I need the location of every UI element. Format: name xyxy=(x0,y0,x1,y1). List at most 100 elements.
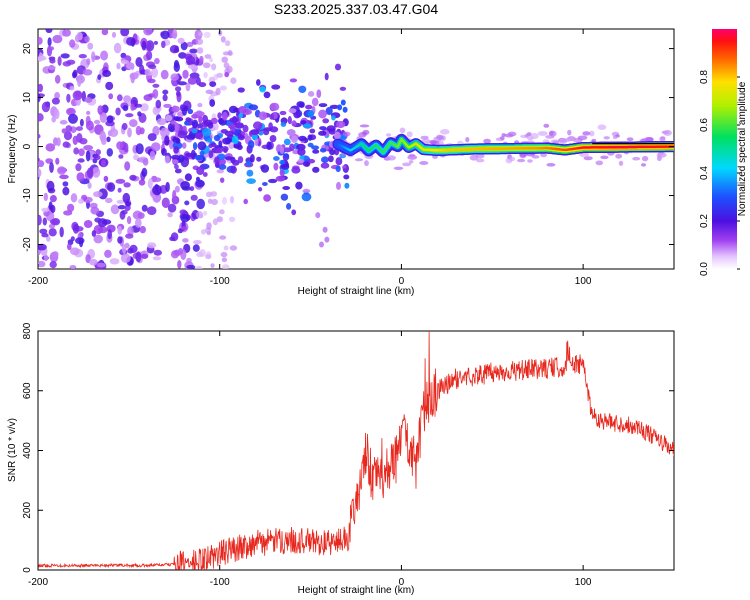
heatmap-blob xyxy=(657,151,665,156)
heatmap-blob xyxy=(164,155,171,164)
heatmap-blob xyxy=(193,240,202,245)
heatmap-blob xyxy=(263,129,270,136)
heatmap-blob xyxy=(51,116,56,123)
snr-y-label: SNR (10 * v/v) xyxy=(7,418,18,482)
heatmap-blob xyxy=(319,126,327,131)
heatmap-blob xyxy=(603,136,610,140)
heatmap-blob xyxy=(408,160,414,164)
heatmap-blob xyxy=(85,120,94,131)
heatmap-blob xyxy=(549,130,554,136)
heatmap-blob xyxy=(279,146,285,154)
heatmap-blob xyxy=(69,247,80,256)
heatmap-blob xyxy=(180,41,188,51)
heatmap-blob xyxy=(305,104,313,110)
heatmap-blob xyxy=(326,125,336,132)
heatmap-blob xyxy=(110,204,120,215)
heatmap-blob xyxy=(213,134,221,142)
heatmap-blob xyxy=(238,106,247,114)
heatmap-blob xyxy=(309,128,316,134)
heatmap-blob xyxy=(173,116,180,122)
heatmap-blob xyxy=(75,237,85,245)
heatmap-blob xyxy=(476,158,485,163)
heatmap-blob xyxy=(196,47,204,54)
heatmap-blob xyxy=(174,59,179,68)
heatmap-blob xyxy=(406,131,413,138)
heatmap-blob xyxy=(198,82,207,88)
heatmap-blob xyxy=(51,97,60,105)
y-tick-label: 0 xyxy=(22,567,33,573)
snr-frame xyxy=(37,330,675,571)
heatmap-blob xyxy=(135,125,142,136)
heatmap-blob xyxy=(84,97,93,103)
heatmap-blob xyxy=(316,89,322,98)
heatmap-blob xyxy=(84,35,90,43)
heatmap-blob xyxy=(527,136,534,141)
colorbar-tick-label: 0.6 xyxy=(699,118,710,132)
heatmap-blob xyxy=(46,236,51,242)
heatmap-blob xyxy=(572,139,579,143)
heatmap-blob xyxy=(38,151,39,156)
heatmap-blob xyxy=(152,125,160,136)
heatmap-blob xyxy=(286,203,292,210)
heatmap-blob xyxy=(122,192,131,204)
heatmap-blob xyxy=(225,156,233,161)
y-tick-label: 20 xyxy=(22,43,33,55)
spectrogram-y-label: Frequency (Hz) xyxy=(7,115,18,184)
heatmap-blob xyxy=(113,42,122,54)
heatmap-blob xyxy=(567,129,572,136)
heatmap-blob xyxy=(196,251,204,258)
heatmap-blob xyxy=(258,130,264,136)
heatmap-blob xyxy=(115,107,121,116)
heatmap-blob xyxy=(189,48,198,54)
heatmap-blob xyxy=(171,105,180,113)
heatmap-blob xyxy=(38,260,46,268)
heatmap-blob xyxy=(78,54,87,59)
heatmap-blob xyxy=(342,131,351,137)
heatmap-blob xyxy=(79,118,84,127)
heatmap-blob xyxy=(62,181,69,187)
heatmap-blob xyxy=(632,156,641,161)
heatmap-blob xyxy=(259,86,266,93)
heatmap-blob xyxy=(203,210,208,216)
heatmap-blob xyxy=(195,38,204,45)
heatmap-blob xyxy=(318,103,328,108)
heatmap-blob xyxy=(167,203,177,213)
heatmap-blob xyxy=(204,54,212,59)
heatmap-blob xyxy=(164,135,170,146)
heatmap-blob xyxy=(440,129,450,135)
heatmap-blob xyxy=(142,158,149,166)
heatmap-blob xyxy=(139,225,146,234)
heatmap-blob xyxy=(217,112,222,119)
x-tick-label: 100 xyxy=(575,276,592,287)
heatmap-blob xyxy=(153,249,162,256)
heatmap-blob xyxy=(315,212,321,219)
heatmap-blob xyxy=(517,158,526,163)
heatmap-blob xyxy=(174,164,179,170)
heatmap-blob xyxy=(163,103,172,108)
heatmap-blob xyxy=(49,58,56,64)
heatmap-blob xyxy=(626,137,634,141)
heatmap-blob xyxy=(269,135,277,143)
heatmap-blob xyxy=(238,112,243,119)
heatmap-blob xyxy=(187,64,198,70)
heatmap-blob xyxy=(152,256,162,261)
heatmap-blob xyxy=(218,117,225,125)
heatmap-blob xyxy=(170,232,179,242)
heatmap-blob xyxy=(216,216,223,223)
heatmap-blob xyxy=(336,181,341,190)
heatmap-blob xyxy=(95,149,102,156)
heatmap-blob xyxy=(663,129,672,136)
heatmap-blob xyxy=(499,136,505,140)
heatmap-blob xyxy=(469,154,479,161)
heatmap-blob xyxy=(49,261,57,269)
heatmap-blob xyxy=(312,149,320,154)
heatmap-blob xyxy=(147,178,153,189)
heatmap-blob xyxy=(129,119,138,128)
heatmap-blob xyxy=(121,244,127,254)
heatmap-blob xyxy=(146,50,153,61)
heatmap-blob xyxy=(138,179,146,186)
heatmap-blob xyxy=(194,154,204,161)
heatmap-blob xyxy=(589,130,595,137)
heatmap-blob xyxy=(167,122,176,133)
heatmap-blob xyxy=(196,111,205,117)
